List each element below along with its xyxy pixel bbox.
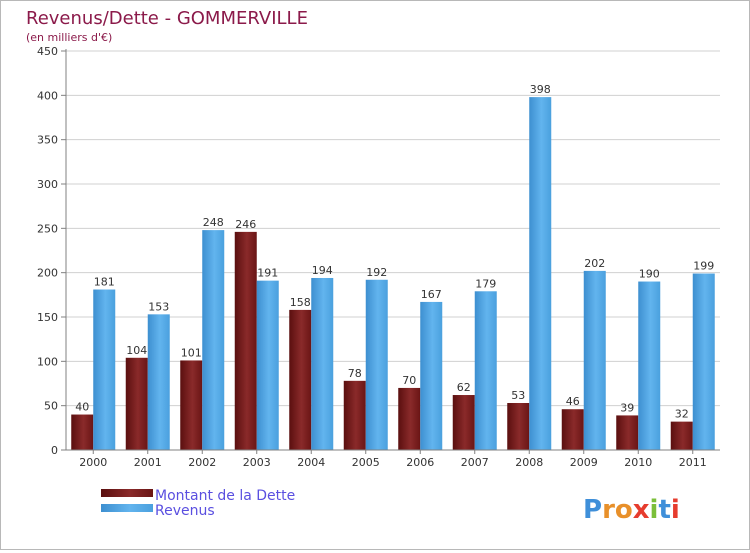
data-label-debt: 158	[290, 296, 311, 309]
bar-revenus	[202, 230, 225, 450]
logo-letter: r	[602, 495, 615, 525]
legend-label-debt: Montant de la Dette	[155, 488, 295, 504]
data-label-revenus: 153	[148, 300, 169, 313]
bar-debt	[343, 380, 366, 450]
bar-debt	[670, 421, 693, 450]
data-label-revenus: 398	[530, 83, 551, 96]
bar-debt	[71, 414, 94, 450]
x-tick-label: 2009	[570, 456, 598, 469]
bar-revenus	[692, 273, 715, 450]
data-label-debt: 53	[511, 389, 525, 402]
y-tick-label: 200	[37, 267, 58, 280]
x-tick-label: 2007	[461, 456, 489, 469]
bar-revenus	[93, 289, 116, 450]
legend-label-revenus: Revenus	[155, 503, 215, 519]
bar-debt	[180, 360, 203, 450]
data-label-debt: 62	[457, 381, 471, 394]
y-tick-label: 100	[37, 355, 58, 368]
data-label-revenus: 199	[693, 260, 714, 273]
x-tick-label: 2000	[79, 456, 107, 469]
logo-letter: P	[583, 495, 602, 525]
x-tick-label: 2006	[406, 456, 434, 469]
y-tick-label: 400	[37, 89, 58, 102]
bar-debt	[561, 409, 584, 450]
y-tick-label: 450	[37, 45, 58, 58]
data-label-revenus: 191	[257, 267, 278, 280]
data-label-debt: 32	[675, 408, 689, 421]
x-tick-label: 2005	[352, 456, 380, 469]
x-tick-label: 2008	[515, 456, 543, 469]
bar-debt	[289, 309, 312, 450]
legend-swatch-debt	[101, 489, 153, 497]
logo-letter: i	[671, 495, 680, 525]
y-tick-label: 300	[37, 178, 58, 191]
data-label-revenus: 248	[203, 216, 224, 229]
y-tick-label: 50	[44, 400, 58, 413]
bar-debt	[452, 395, 475, 450]
data-label-revenus: 190	[639, 268, 660, 281]
bar-revenus	[638, 281, 661, 450]
x-tick-label: 2010	[624, 456, 652, 469]
logo-letter: o	[615, 495, 633, 525]
data-label-debt: 39	[620, 401, 634, 414]
bar-debt	[234, 231, 257, 450]
y-tick-label: 250	[37, 222, 58, 235]
proxiti-logo-text: Proxiti	[583, 495, 680, 525]
logo-letter: x	[633, 495, 650, 525]
proxiti-logo: Proxiti	[583, 495, 680, 525]
x-tick-label: 2002	[188, 456, 216, 469]
legend-swatch-revenus	[101, 504, 153, 512]
logo-letter: t	[658, 495, 670, 525]
bar-revenus	[529, 97, 552, 451]
data-label-revenus: 192	[366, 266, 387, 279]
bar-revenus	[256, 280, 279, 450]
bar-debt	[398, 387, 421, 450]
y-tick-label: 0	[51, 444, 58, 457]
data-label-revenus: 179	[475, 277, 496, 290]
x-tick-label: 2011	[679, 456, 707, 469]
y-tick-label: 350	[37, 134, 58, 147]
data-label-debt: 104	[126, 344, 147, 357]
bar-debt	[125, 357, 148, 450]
bar-revenus	[147, 314, 170, 450]
data-label-debt: 78	[348, 367, 362, 380]
legend: Montant de la Dette Revenus	[101, 488, 295, 519]
y-tick-label: 150	[37, 311, 58, 324]
data-label-revenus: 181	[94, 276, 115, 289]
bar-revenus	[365, 279, 388, 450]
data-label-revenus: 167	[421, 288, 442, 301]
bar-debt	[507, 403, 530, 450]
bar-revenus	[420, 301, 443, 450]
data-label-revenus: 194	[312, 264, 333, 277]
chart-subtitle: (en milliers d'€)	[26, 31, 112, 44]
bar-revenus	[311, 277, 334, 450]
x-tick-label: 2003	[243, 456, 271, 469]
bar-debt	[616, 415, 639, 450]
data-label-debt: 46	[566, 395, 580, 408]
bar-revenus	[583, 270, 606, 450]
data-label-debt: 101	[181, 346, 202, 359]
chart-title: Revenus/Dette - GOMMERVILLE	[26, 8, 308, 29]
data-label-revenus: 202	[584, 257, 605, 270]
bar-revenus	[474, 291, 497, 450]
x-tick-label: 2001	[134, 456, 162, 469]
data-label-debt: 40	[75, 401, 89, 414]
data-label-debt: 246	[235, 218, 256, 231]
logo-letter: i	[650, 495, 659, 525]
data-label-debt: 70	[402, 374, 416, 387]
x-tick-label: 2004	[297, 456, 325, 469]
